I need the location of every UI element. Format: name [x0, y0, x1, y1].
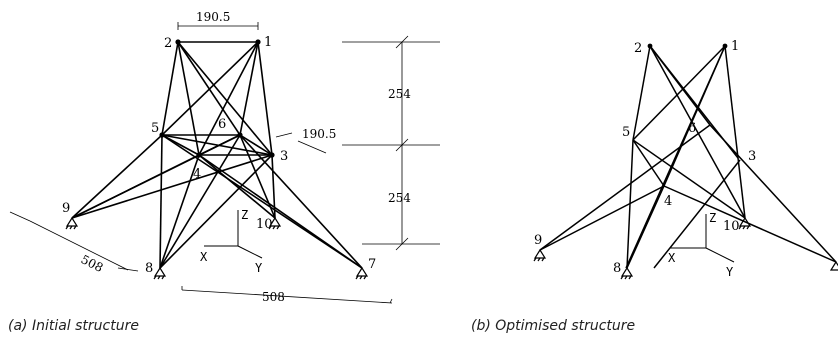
truss-members	[71, 41, 363, 269]
axis-triad: Z X Y	[200, 208, 263, 275]
node-label-10: 10	[723, 219, 740, 234]
node-label-4: 4	[193, 167, 201, 182]
node-label-1: 1	[264, 35, 272, 50]
axis-label-z: Z	[241, 208, 248, 222]
dimension-lines	[9, 22, 440, 304]
dim-upper-height: 254	[388, 87, 411, 101]
axis-triad: Z X Y	[668, 211, 735, 279]
dim-middle-width: 190.5	[302, 127, 336, 141]
panel-b-optimised-structure: 1 2 3 4 5 6 8 9 10 Z X Y	[533, 39, 838, 280]
node-label-5: 5	[622, 125, 630, 140]
node-label-9: 9	[534, 233, 542, 248]
axis-label-y: Y	[726, 265, 734, 279]
axis-label-x: X	[200, 250, 208, 264]
node-label-3: 3	[748, 149, 756, 164]
node-label-4: 4	[664, 194, 672, 209]
dimension-labels: 190.5 254 190.5 254 508 508	[79, 10, 412, 304]
caption-initial-structure: (a) Initial structure	[8, 318, 139, 334]
node-label-7: 7	[368, 257, 376, 272]
node-labels: 1 2 3 4 5 6 8 9 10	[534, 39, 756, 276]
axis-label-z: Z	[709, 211, 716, 225]
truss-members	[539, 45, 837, 269]
node-labels: 1 2 3 4 5 6 7 8 9 10	[62, 35, 376, 276]
joints	[159, 39, 275, 158]
node-label-8: 8	[613, 261, 621, 276]
dim-base-width: 508	[262, 290, 285, 304]
axis-label-x: X	[668, 251, 676, 265]
dim-lower-height: 254	[388, 191, 411, 205]
node-label-10: 10	[256, 217, 273, 232]
node-label-9: 9	[62, 201, 70, 216]
node-label-1: 1	[731, 39, 739, 54]
node-label-8: 8	[145, 261, 153, 276]
node-label-5: 5	[151, 121, 159, 136]
node-label-2: 2	[634, 41, 642, 56]
joints	[647, 43, 728, 49]
caption-optimised-structure: (b) Optimised structure	[471, 318, 636, 334]
axis-label-y: Y	[255, 261, 263, 275]
pin-supports	[65, 216, 369, 280]
node-label-2: 2	[164, 36, 172, 51]
node-label-3: 3	[280, 149, 288, 164]
node-label-6: 6	[218, 117, 226, 132]
panel-a-initial-structure: 1 2 3 4 5 6 7 8 9 10	[9, 10, 440, 304]
dim-base-depth: 508	[79, 252, 106, 275]
pin-supports	[533, 216, 838, 280]
dim-top-width: 190.5	[196, 10, 230, 24]
node-label-6: 6	[688, 121, 696, 136]
